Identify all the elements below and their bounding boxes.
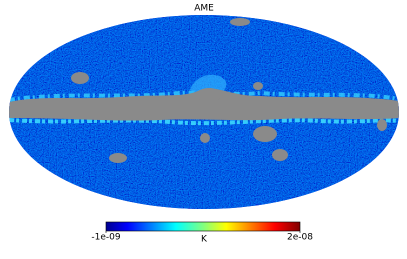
mask-blob [109,153,127,163]
mask-blob [71,72,89,84]
colorbar [105,221,301,232]
colorbar-tick-label: 2e-08 [287,233,313,243]
mask-blob [253,82,263,90]
map-title: AME [194,4,214,14]
mask-blob [377,119,387,131]
sky-map [9,15,399,209]
mask-blob [272,149,288,161]
mask-blob [197,88,221,102]
mask-blob [253,126,277,142]
mask-blob [230,18,250,26]
plane-edge-lower [9,118,399,126]
galactic-mask [9,88,399,121]
colorbar-tick-label: -1e-09 [91,233,120,243]
plane-edge-upper [9,90,399,102]
colorbar-unit: K [201,235,208,245]
mask-blob [200,133,210,143]
